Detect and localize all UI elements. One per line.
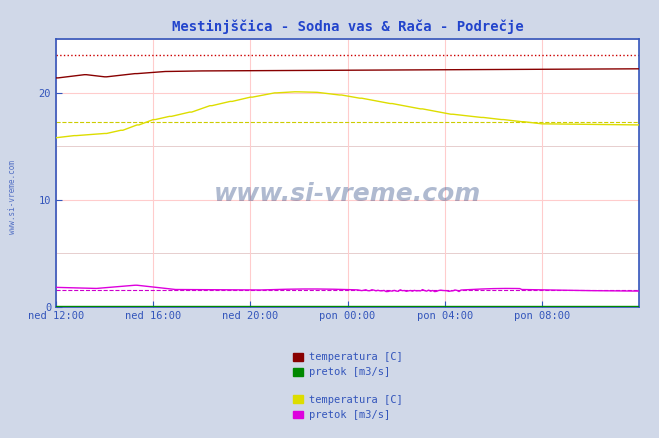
Title: Mestinjščica - Sodna vas & Rača - Podrečje: Mestinjščica - Sodna vas & Rača - Podreč… (172, 20, 523, 34)
Text: www.si-vreme.com: www.si-vreme.com (214, 182, 481, 206)
Legend: temperatura [C], pretok [m3/s]: temperatura [C], pretok [m3/s] (289, 391, 407, 424)
Text: www.si-vreme.com: www.si-vreme.com (8, 160, 17, 234)
